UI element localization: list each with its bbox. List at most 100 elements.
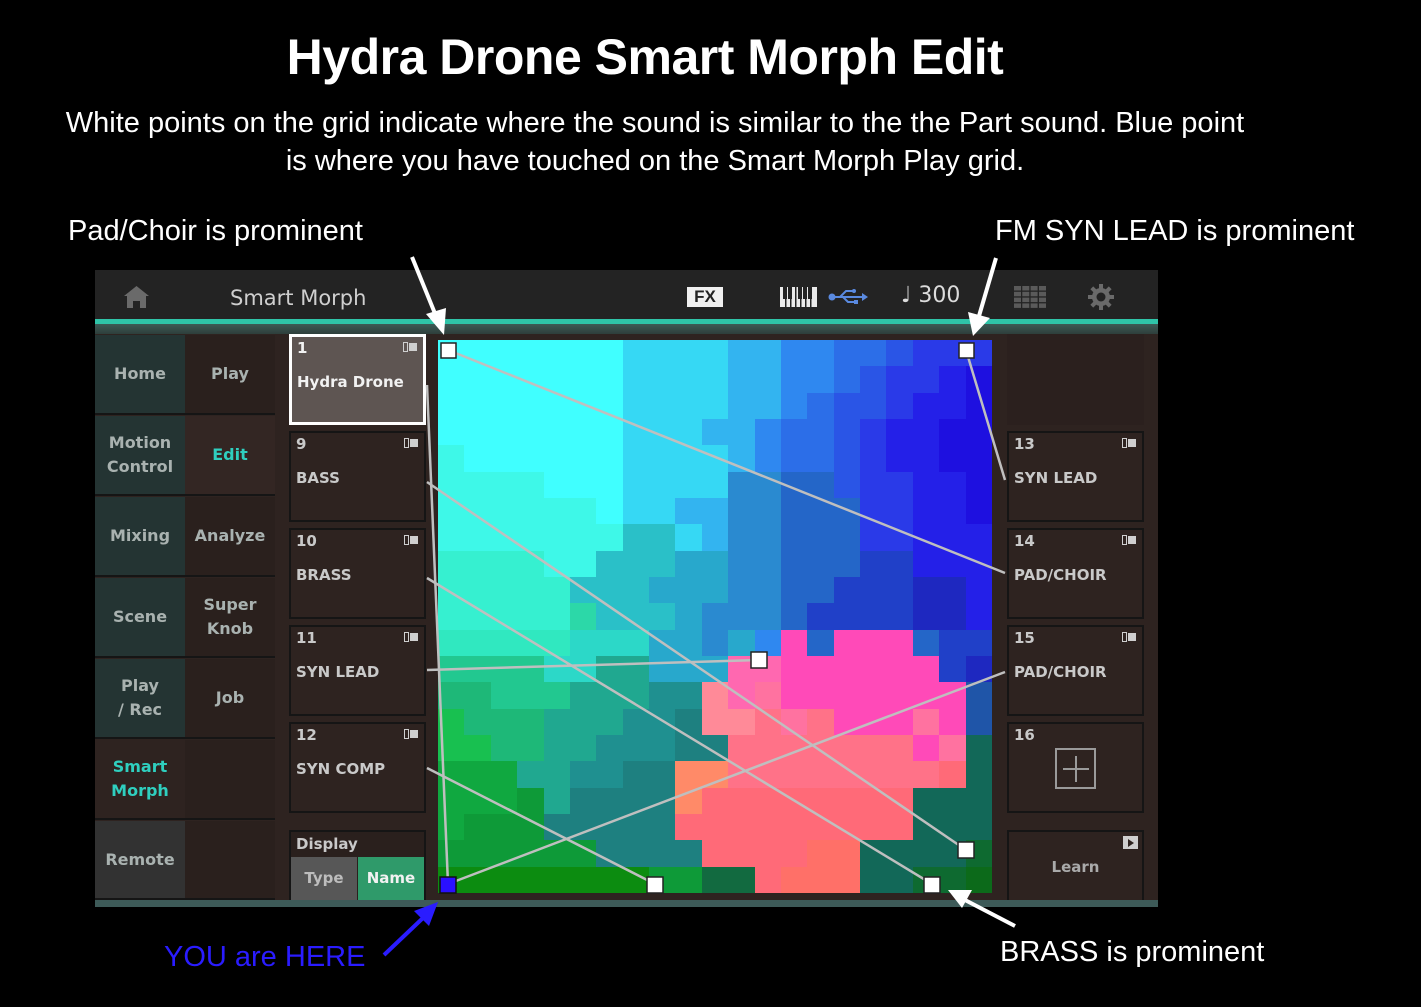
grid-cell[interactable] (780, 577, 808, 604)
grid-cell[interactable] (543, 419, 570, 446)
grid-cell[interactable] (596, 761, 623, 788)
grid-cell[interactable] (517, 840, 544, 867)
grid-cell[interactable] (596, 656, 623, 683)
grid-cell[interactable] (754, 550, 781, 577)
grid-cell[interactable] (780, 445, 808, 472)
grid-cell[interactable] (939, 656, 966, 683)
grid-cell[interactable] (780, 840, 808, 867)
grid-cell[interactable] (912, 550, 940, 577)
grid-cell[interactable] (596, 340, 623, 367)
grid-cell[interactable] (912, 708, 940, 735)
grid-cell[interactable] (543, 445, 570, 472)
grid-cell[interactable] (569, 340, 597, 367)
grid-cell[interactable] (543, 656, 570, 683)
grid-cell[interactable] (490, 629, 518, 656)
grid-cell[interactable] (649, 392, 676, 419)
grid-cell[interactable] (728, 340, 755, 367)
grid-cell[interactable] (464, 735, 491, 762)
grid-cell[interactable] (649, 498, 676, 525)
grid-cell[interactable] (675, 340, 702, 367)
grid-cell[interactable] (675, 787, 702, 814)
grid-cell[interactable] (833, 866, 861, 893)
grid-cell[interactable] (490, 392, 518, 419)
grid-cell[interactable] (490, 366, 518, 393)
grid-cell[interactable] (728, 761, 755, 788)
grid-cell[interactable] (569, 392, 597, 419)
grid-cell[interactable] (780, 814, 808, 841)
grid-cell[interactable] (675, 550, 702, 577)
grid-cell[interactable] (833, 656, 861, 683)
grid-cell[interactable] (622, 366, 650, 393)
grid-cell[interactable] (833, 603, 861, 630)
grid-cell[interactable] (675, 735, 702, 762)
grid-cell[interactable] (675, 866, 702, 893)
grid-cell[interactable] (438, 603, 465, 630)
grid-cell[interactable] (622, 787, 650, 814)
grid-cell[interactable] (438, 471, 465, 498)
grid-cell[interactable] (860, 340, 887, 367)
grid-cell[interactable] (649, 761, 676, 788)
grid-cell[interactable] (939, 471, 966, 498)
nav-motion-control[interactable]: Motion Control (95, 416, 185, 496)
grid-cell[interactable] (886, 603, 913, 630)
grid-cell[interactable] (807, 445, 834, 472)
grid-cell[interactable] (675, 708, 702, 735)
grid-cell[interactable] (701, 524, 729, 551)
grid-cell[interactable] (728, 524, 755, 551)
grid-cell[interactable] (543, 577, 570, 604)
grid-cell[interactable] (860, 524, 887, 551)
grid-cell[interactable] (490, 708, 518, 735)
grid-cell[interactable] (965, 340, 992, 367)
grid-cell[interactable] (886, 471, 913, 498)
grid-cell[interactable] (622, 708, 650, 735)
grid-cell[interactable] (701, 866, 729, 893)
grid-cell[interactable] (807, 629, 834, 656)
grid-cell[interactable] (886, 524, 913, 551)
grid-cell[interactable] (860, 761, 887, 788)
grid-cell[interactable] (490, 524, 518, 551)
grid-cell[interactable] (728, 866, 755, 893)
grid-cell[interactable] (807, 761, 834, 788)
learn-button[interactable]: Learn (1007, 830, 1144, 902)
grid-cell[interactable] (833, 708, 861, 735)
grid-cell[interactable] (517, 392, 544, 419)
grid-cell[interactable] (780, 498, 808, 525)
grid-cell[interactable] (965, 840, 992, 867)
grid-cell[interactable] (517, 787, 544, 814)
grid-cell[interactable] (438, 366, 465, 393)
part-1[interactable]: 1 Hydra Drone (289, 334, 426, 425)
grid-cell[interactable] (438, 340, 465, 367)
grid-cell[interactable] (728, 787, 755, 814)
grid-cell[interactable] (464, 787, 491, 814)
grid-cell[interactable] (754, 761, 781, 788)
grid-cell[interactable] (860, 445, 887, 472)
grid-cell[interactable] (622, 550, 650, 577)
grid-cell[interactable] (939, 419, 966, 446)
grid-cell[interactable] (464, 577, 491, 604)
grid-cell[interactable] (860, 577, 887, 604)
grid-cell[interactable] (939, 524, 966, 551)
grid-cell[interactable] (833, 682, 861, 709)
grid-cell[interactable] (438, 629, 465, 656)
grid-cell[interactable] (939, 682, 966, 709)
grid-cell[interactable] (569, 366, 597, 393)
grid-cell[interactable] (517, 445, 544, 472)
grid-cell[interactable] (912, 471, 940, 498)
grid-cell[interactable] (596, 708, 623, 735)
grid-cell[interactable] (886, 656, 913, 683)
grid-cell[interactable] (675, 656, 702, 683)
grid-cell[interactable] (912, 603, 940, 630)
grid-cell[interactable] (965, 656, 992, 683)
grid-cell[interactable] (438, 735, 465, 762)
grid-cell[interactable] (649, 603, 676, 630)
grid-cell[interactable] (860, 735, 887, 762)
nav-analyze[interactable]: Analyze (185, 497, 275, 577)
grid-cell[interactable] (807, 419, 834, 446)
grid-cell[interactable] (939, 392, 966, 419)
mute-solo-icon[interactable] (1122, 632, 1137, 642)
nav-smart-morph[interactable]: Smart Morph (95, 740, 185, 820)
grid-cell[interactable] (596, 840, 623, 867)
mute-solo-icon[interactable] (404, 632, 419, 642)
grid-cell[interactable] (622, 814, 650, 841)
grid-cell[interactable] (965, 761, 992, 788)
